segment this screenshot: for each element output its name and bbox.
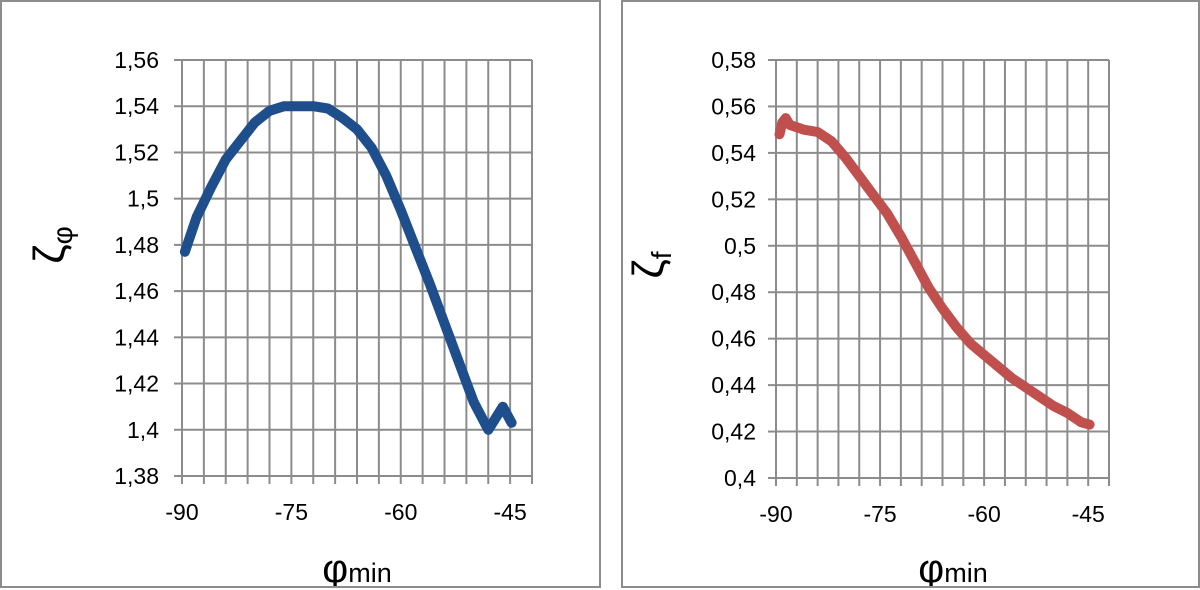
grid	[174, 59, 533, 484]
y-tick-label: 1,5	[127, 186, 159, 212]
y-tick-label: 1,56	[114, 47, 159, 73]
y-tick-label: 0,44	[711, 372, 756, 398]
chart-zeta-phi: 1,38 1,4 1,42 1,44 1,46 1,48 1,5 1,52 1,54 1,56 -9…	[25, 47, 533, 586]
y-tick-label: 0,56	[711, 93, 756, 119]
x-tick-label: -75	[863, 501, 896, 527]
x-tick-label: -45	[1072, 501, 1105, 527]
y-axis-label: ζφ	[25, 226, 78, 264]
y-tick-label: 0,54	[711, 140, 756, 166]
x-tick-label: -60	[968, 501, 1001, 527]
x-tick-label: -90	[165, 499, 198, 525]
x-tick-label: -45	[494, 499, 527, 525]
chart-panel-left: 1,38 1,4 1,42 1,44 1,46 1,48 1,5 1,52 1,54 1,56 -9…	[0, 0, 601, 588]
y-tick-label: 0,46	[711, 326, 756, 352]
y-tick-label: 1,46	[114, 278, 159, 304]
y-tick-label: 0,52	[711, 186, 756, 212]
y-tick-label: 1,42	[114, 371, 159, 397]
x-tick-label: -75	[275, 499, 308, 525]
grid	[768, 59, 1110, 486]
y-tick-label: 1,44	[114, 324, 159, 350]
y-tick-label: 1,54	[114, 93, 159, 119]
y-tick-label: 0,42	[711, 419, 756, 445]
y-tick-label: 1,52	[114, 139, 159, 165]
y-tick-label: 1,4	[127, 417, 159, 443]
x-tick-label: -60	[384, 499, 417, 525]
y-tick-label: 1,38	[114, 463, 159, 489]
y-axis-label: ζf	[624, 251, 677, 278]
x-axis-label: φmin	[918, 547, 987, 586]
y-tick-label: 0,5	[724, 233, 756, 259]
series-line	[179, 101, 517, 435]
series-line	[774, 113, 1095, 430]
chart-panel-right: 0,4 0,42 0,44 0,46 0,48 0,5 0,52 0,54 0,56 0,58 -9…	[621, 0, 1200, 588]
chart-zeta-f: 0,4 0,42 0,44 0,46 0,48 0,5 0,52 0,54 0,56 0,58 -9…	[624, 47, 1110, 586]
x-tick-label: -90	[759, 501, 792, 527]
y-tick-label: 0,48	[711, 279, 756, 305]
y-tick-label: 0,58	[711, 47, 756, 73]
y-tick-label: 0,4	[724, 465, 756, 491]
x-axis-label: φmin	[322, 547, 391, 586]
y-tick-label: 1,48	[114, 232, 159, 258]
